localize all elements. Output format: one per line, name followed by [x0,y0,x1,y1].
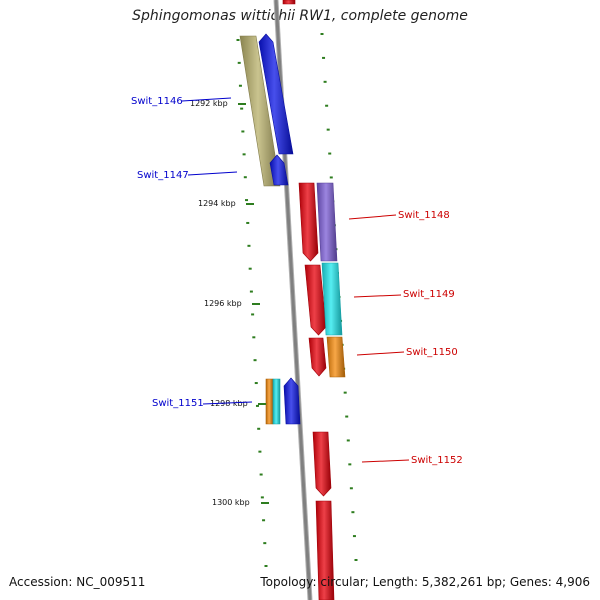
tick-mark [345,415,349,418]
feature-swit-1149-a [304,264,327,336]
gene-label: Swit_1147 [137,170,189,181]
tick-mark [253,359,257,362]
ruler-label: 1298 kbp [210,399,248,408]
map-title: Sphingomonas wittichii RW1, complete gen… [132,8,468,24]
tick-mark [326,128,330,131]
tick-mark [255,404,259,407]
feature-olive [239,35,281,187]
feature-bottom-red [315,500,335,600]
tick-mark [247,244,251,247]
accession-text: Accession: NC_009511 [9,575,146,589]
gene-label: Swit_1150 [406,347,458,358]
tick-mark [349,487,353,490]
feature-swit-1152 [312,431,332,497]
ruler-label: 1300 kbp [212,498,250,507]
feature-swit-1146 [258,33,294,155]
tick-mark [262,519,266,522]
tick-mark [354,559,358,561]
feature-swit-1151-a [265,378,274,425]
gene-label: Swit_1148 [398,210,450,221]
feature-swit-1149-b [321,262,343,336]
gene-leader-line [187,171,238,176]
tick-mark [325,104,329,107]
tick-mark [346,439,350,442]
tick-mark [351,511,355,514]
tick-mark [246,221,250,224]
gene-features [239,0,346,600]
feature-swit-1151-b [272,378,281,425]
tick-mark [243,176,247,179]
tick-mark [245,199,249,202]
ruler-tick [258,403,266,405]
tick-mark [241,130,245,133]
ruler-label: 1296 kbp [204,299,242,308]
tick-mark [348,463,352,466]
gene-label: Swit_1149 [403,289,455,300]
tick-mark [254,382,258,385]
gene-leader-line [181,97,232,102]
ruler: 1292 kbp 1294 kbp 1296 kbp 1298 kbp 1300 kbp [190,99,269,507]
gene-labels: Swit_1146 Swit_1147 Swit_1148 Swit_1149 Swit… [131,96,463,466]
tick-mark [248,267,252,270]
feature-swit-1151-c [283,377,301,425]
tick-mark [264,565,268,567]
feature-swit-1147 [269,154,289,186]
tick-mark [329,176,333,179]
tick-mark [343,391,347,394]
tick-mark [240,107,244,110]
gene-label: Swit_1146 [131,96,183,107]
gene-leader-line [356,351,405,356]
tick-mark [322,56,326,59]
tick-mark [236,39,240,41]
feature-top-red [282,0,296,5]
tick-mark [320,33,324,35]
tick-mark [252,336,256,339]
tick-mark [251,313,255,316]
feature-swit-1150-b [326,336,346,378]
tick-mark [328,152,332,155]
tick-mark [249,290,253,293]
ruler-label: 1294 kbp [198,199,236,208]
ruler-tick [261,502,269,504]
ruler-tick [252,303,260,305]
feature-swit-1150-a [308,337,327,377]
tick-mark [323,80,327,83]
tick-mark [258,450,262,453]
tick-mark [242,153,246,156]
tick-mark [260,496,264,499]
tick-mark [238,84,242,87]
gene-leader-line [202,401,253,405]
genome-summary: Topology: circular; Length: 5,382,261 bp… [260,575,590,589]
tick-mark [237,61,241,64]
tick-mark [352,535,356,538]
gene-leader-line [361,459,410,463]
gene-label: Swit_1152 [411,455,463,466]
gene-leader-line [348,214,397,220]
tick-mark [263,542,267,545]
tick-mark [259,473,263,476]
feature-swit-1148-b [316,182,338,262]
ruler-tick [246,203,254,205]
tick-mark [257,427,261,430]
ruler-label: 1292 kbp [190,99,228,108]
ruler-tick [238,103,246,105]
gene-leader-line [353,294,402,298]
feature-swit-1148-a [298,182,319,262]
gene-label: Swit_1151 [152,398,204,409]
